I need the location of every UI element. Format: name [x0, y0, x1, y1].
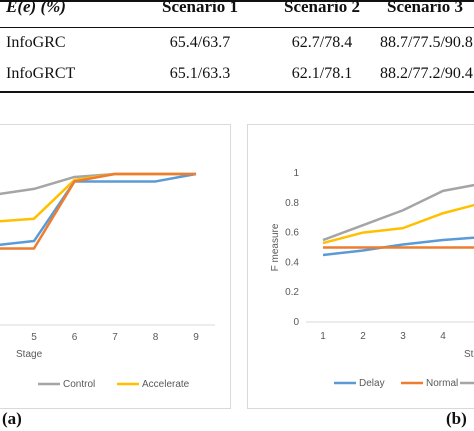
- table-header-cell: Scenario 2: [283, 0, 361, 16]
- chart-panel-b: 0 0.2 0.4 0.6 0.8 1 F measure 1 2 3 4 Stage Delay Nor…: [247, 124, 474, 409]
- chart-a-x-tick-label: 7: [112, 332, 118, 343]
- table-cell: 65.4/63.7: [169, 34, 231, 51]
- chart-a-legend-label: Accelerate: [142, 379, 190, 390]
- chart-a-svg: 5 6 7 8 9 Stage Control Accelerate: [0, 172, 215, 390]
- table-row: InfoGRCT 65.1/63.3 62.1/78.1 88.2/77.2/9…: [0, 59, 474, 89]
- chart-a-series-line: [0, 172, 196, 250]
- table-cell: 62.7/78.4: [291, 34, 353, 51]
- chart-a-series-line: [0, 172, 197, 247]
- chart-b-legend-label: Normal: [426, 378, 458, 389]
- table-header-cell: Scenario 3: [386, 0, 464, 16]
- chart-b-series-line: [322, 203, 474, 245]
- table-row: InfoGRC 65.4/63.7 62.7/78.4 88.7/77.5/90…: [0, 28, 474, 58]
- table-bottom-rule: [0, 91, 474, 93]
- table-mid-rule: [0, 27, 474, 28]
- chart-a-x-tick-label: 5: [31, 332, 37, 343]
- chart-b-svg: 0 0.2 0.4 0.6 0.8 1 F measure 1 2 3 4 Stage Delay Nor…: [270, 168, 474, 389]
- table-cell: 62.1/78.1: [291, 65, 353, 82]
- table-top-rule: [0, 0, 474, 2]
- table-cell: 65.1/63.3: [169, 65, 231, 82]
- chart-b-x-tick-label: 3: [400, 331, 406, 342]
- table-cell: InfoGRCT: [6, 65, 76, 82]
- chart-a-x-axis-label: Stage: [16, 349, 43, 360]
- chart-b-series-line: [322, 183, 474, 242]
- panel-label-a: (a): [2, 409, 22, 428]
- table-cell: 88.2/77.2/90.4: [380, 65, 473, 82]
- chart-b-y-tick-label: 0.2: [285, 287, 299, 298]
- chart-b-y-tick-label: 1: [293, 168, 299, 179]
- table-cell: InfoGRC: [6, 34, 66, 51]
- chart-b-x-axis-label: Stage: [464, 349, 474, 360]
- chart-b-y-tick-label: 0.6: [285, 228, 299, 239]
- chart-b-y-tick-label: 0: [293, 317, 299, 328]
- table-header-cell: Scenario 1: [161, 0, 239, 16]
- chart-b-y-tick-label: 0.4: [285, 257, 299, 268]
- table-cell: 88.7/77.5/90.8: [380, 34, 473, 51]
- chart-b-x-tick-label: 4: [440, 331, 446, 342]
- chart-b-x-tick-label: 2: [360, 331, 366, 342]
- chart-b-series-line: [322, 236, 474, 257]
- table-header-row: E(e) (%) Scenario 1 Scenario 2 Scenario …: [0, 0, 474, 22]
- chart-a-x-tick-label: 9: [193, 332, 199, 343]
- table-header-cell: E(e) (%): [6, 0, 66, 16]
- chart-b-y-axis-label: F measure: [270, 223, 281, 271]
- chart-b-legend-label: Delay: [359, 378, 385, 389]
- chart-b-y-tick-label: 0.8: [285, 198, 299, 209]
- chart-b-x-tick-label: 1: [320, 331, 326, 342]
- chart-a-x-tick-label: 8: [153, 332, 159, 343]
- chart-a-legend-label: Control: [63, 379, 95, 390]
- chart-a-x-tick-label: 6: [72, 332, 78, 343]
- results-table: E(e) (%) Scenario 1 Scenario 2 Scenario …: [0, 0, 474, 94]
- panel-label-b: (b): [446, 409, 467, 428]
- chart-panel-a: 5 6 7 8 9 Stage Control Accelerate: [0, 124, 231, 409]
